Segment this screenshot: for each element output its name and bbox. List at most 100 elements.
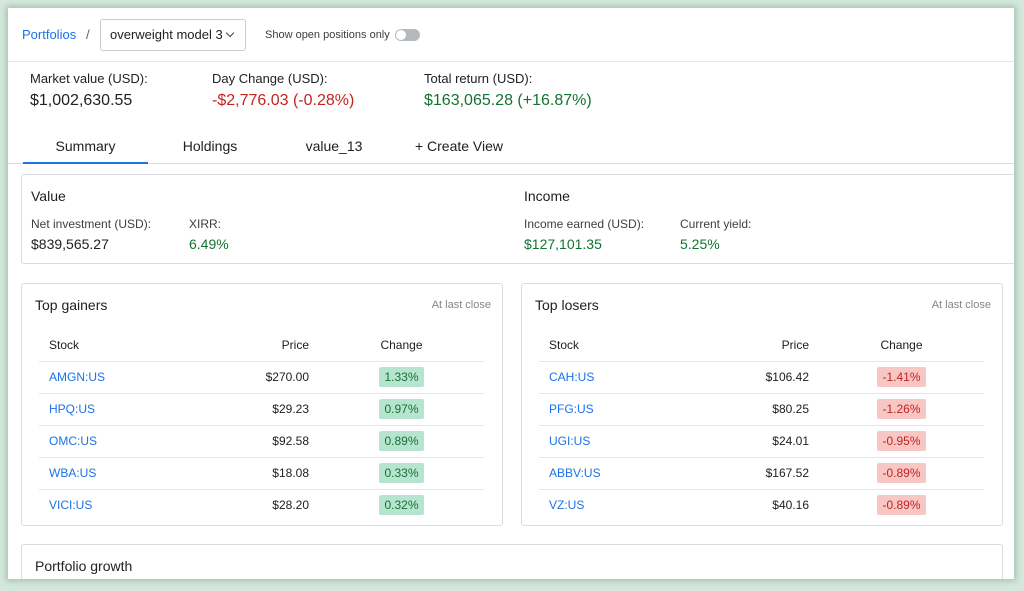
net-investment-label: Net investment (USD):	[31, 217, 152, 231]
metric-value: $1,002,630.55	[30, 92, 133, 109]
change-cell: 0.33%	[319, 456, 484, 489]
stock-link[interactable]: WBA:US	[39, 456, 159, 489]
table-row: PFG:US $80.25 -1.26%	[539, 392, 984, 425]
metric-total-return: Total return (USD): $163,065.28 (+16.87%…	[424, 71, 592, 110]
change-cell: 0.32%	[319, 488, 484, 521]
price-cell: $270.00	[159, 360, 319, 393]
stock-link[interactable]: VZ:US	[539, 488, 659, 521]
col-header-stock: Stock	[549, 337, 580, 352]
col-header-price: Price	[781, 337, 809, 352]
table-row: HPQ:US $29.23 0.97%	[39, 392, 484, 425]
table-row: AMGN:US $270.00 1.33%	[39, 360, 484, 393]
change-badge: 0.97%	[379, 399, 424, 419]
change-badge: -1.41%	[877, 367, 926, 387]
table-row: VZ:US $40.16 -0.89%	[539, 488, 984, 521]
change-badge: -0.89%	[877, 495, 926, 516]
col-header-stock: Stock	[49, 337, 80, 352]
change-badge: -1.26%	[877, 399, 926, 419]
table-row: ABBV:US $167.52 -0.89%	[539, 456, 984, 489]
stock-link[interactable]: ABBV:US	[539, 456, 659, 489]
metric-day-change: Day Change (USD): -$2,776.03 (-0.28%)	[212, 71, 354, 110]
value-income-card: Value Net investment (USD): $839,565.27 …	[21, 174, 1014, 264]
income-earned-value: $127,101.35	[524, 236, 602, 252]
metric-market-value: Market value (USD): $1,002,630.55	[30, 71, 148, 110]
table-row: WBA:US $18.08 0.33%	[39, 456, 484, 489]
net-investment-value: $839,565.27	[31, 236, 109, 252]
price-cell: $80.25	[659, 392, 819, 425]
col-header-price: Price	[281, 337, 309, 352]
change-badge: -0.95%	[877, 431, 926, 451]
portfolio-model-select[interactable]: overweight model 3	[100, 19, 246, 51]
table-row: UGI:US $24.01 -0.95%	[539, 424, 984, 457]
breadcrumb-portfolios-link[interactable]: Portfolios	[22, 27, 77, 42]
top-losers-table: Stock Price Change CAH:US $106.42 -1.41%…	[539, 329, 984, 521]
price-cell: $40.16	[659, 488, 819, 521]
table-row: CAH:US $106.42 -1.41%	[539, 360, 984, 393]
stock-link[interactable]: UGI:US	[539, 424, 659, 457]
stock-link[interactable]: VICI:US	[39, 488, 159, 521]
col-header-change: Change	[380, 337, 423, 352]
tab-create-view[interactable]: + Create View	[414, 138, 504, 154]
change-cell: -1.41%	[819, 360, 984, 393]
change-cell: -0.89%	[819, 456, 984, 489]
breadcrumb-separator: /	[86, 27, 90, 42]
tab-holdings[interactable]: Holdings	[182, 138, 238, 154]
metric-label: Day Change (USD):	[212, 71, 328, 86]
change-cell: 0.97%	[319, 392, 484, 425]
chevron-down-icon	[225, 28, 235, 38]
stock-link[interactable]: HPQ:US	[39, 392, 159, 425]
income-title: Income	[524, 188, 570, 204]
metric-value: $163,065.28 (+16.87%)	[424, 92, 592, 109]
tab-summary[interactable]: Summary	[23, 128, 148, 164]
xirr-value: 6.49%	[189, 236, 229, 252]
change-cell: 1.33%	[319, 360, 484, 393]
top-losers-card: Top losers At last close Stock Price Cha…	[521, 283, 1003, 526]
price-cell: $167.52	[659, 456, 819, 489]
change-cell: -0.95%	[819, 424, 984, 457]
top-bar: Portfolios / overweight model 3 Show ope…	[8, 8, 1014, 62]
stock-link[interactable]: AMGN:US	[39, 360, 159, 393]
current-yield-value: 5.25%	[680, 236, 720, 252]
stock-link[interactable]: CAH:US	[539, 360, 659, 393]
price-cell: $29.23	[159, 392, 319, 425]
view-tabs: Summary Holdings value_13 + Create View	[8, 128, 1014, 164]
table-header-row: Stock Price Change	[39, 329, 484, 361]
change-badge: 1.33%	[379, 367, 424, 387]
change-badge: 0.33%	[379, 463, 424, 483]
xirr-label: XIRR:	[189, 217, 222, 231]
top-gainers-title: Top gainers	[35, 297, 108, 313]
metric-label: Total return (USD):	[424, 71, 533, 86]
current-yield-label: Current yield:	[680, 217, 752, 231]
portfolio-growth-card: Portfolio growth	[21, 544, 1003, 579]
change-badge: -0.89%	[877, 463, 926, 483]
change-badge: 0.32%	[379, 495, 424, 516]
value-title: Value	[31, 188, 66, 204]
app-frame: Portfolios / overweight model 3 Show ope…	[8, 8, 1014, 579]
top-gainers-note: At last close	[431, 299, 491, 311]
top-losers-title: Top losers	[535, 297, 599, 313]
income-earned-label: Income earned (USD):	[524, 217, 645, 231]
tab-value-13[interactable]: value_13	[305, 138, 363, 154]
metric-label: Market value (USD):	[30, 71, 148, 86]
metric-value: -$2,776.03 (-0.28%)	[212, 92, 355, 109]
stock-link[interactable]: OMC:US	[39, 424, 159, 457]
toggle-knob	[396, 30, 406, 40]
change-badge: 0.89%	[379, 431, 424, 451]
top-losers-note: At last close	[931, 299, 991, 311]
price-cell: $24.01	[659, 424, 819, 457]
col-header-change: Change	[880, 337, 923, 352]
table-row: OMC:US $92.58 0.89%	[39, 424, 484, 457]
change-cell: -1.26%	[819, 392, 984, 425]
price-cell: $92.58	[159, 424, 319, 457]
price-cell: $28.20	[159, 488, 319, 521]
price-cell: $106.42	[659, 360, 819, 393]
stock-link[interactable]: PFG:US	[539, 392, 659, 425]
open-positions-toggle[interactable]	[395, 29, 420, 41]
change-cell: -0.89%	[819, 488, 984, 521]
top-gainers-table: Stock Price Change AMGN:US $270.00 1.33%…	[39, 329, 484, 521]
open-positions-toggle-label: Show open positions only	[265, 29, 390, 41]
change-cell: 0.89%	[319, 424, 484, 457]
table-header-row: Stock Price Change	[539, 329, 984, 361]
portfolio-growth-title: Portfolio growth	[35, 558, 133, 574]
price-cell: $18.08	[159, 456, 319, 489]
